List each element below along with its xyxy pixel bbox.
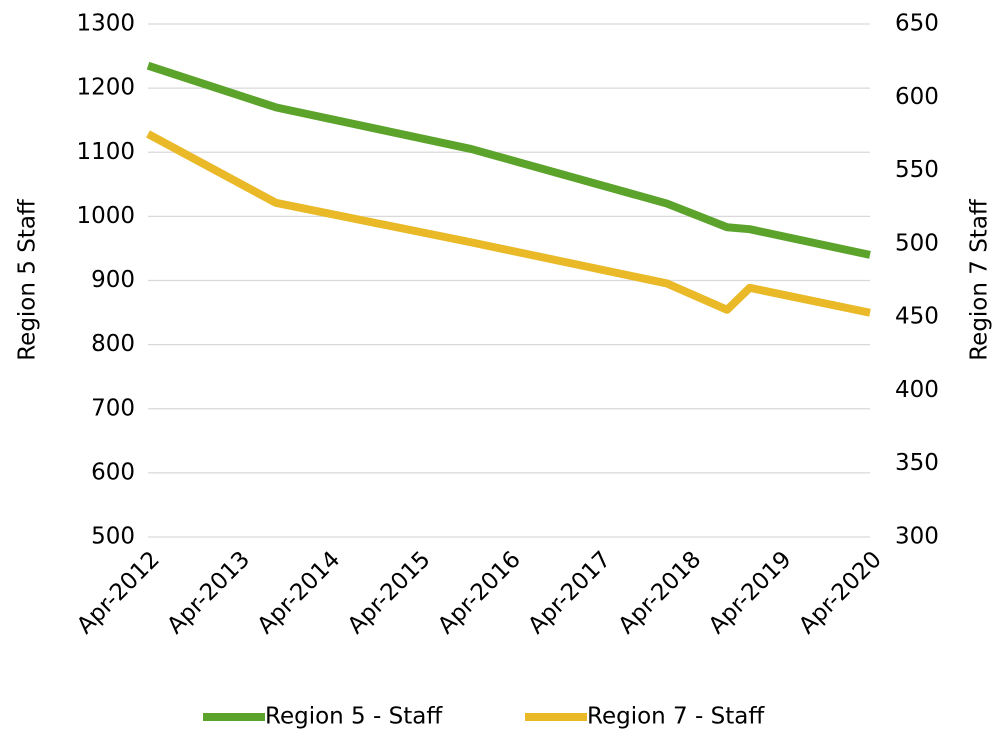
y2-tick-label: 500	[895, 230, 939, 256]
x-tick-label: Apr-2013	[162, 546, 255, 639]
y2-axis-title: Region 7 Staff	[967, 198, 993, 361]
y2-tick-label: 600	[895, 84, 939, 110]
x-tick-label: Apr-2020	[794, 546, 887, 639]
x-tick-label: Apr-2015	[343, 546, 436, 639]
y-tick-label: 1200	[76, 75, 135, 101]
y-tick-label: 600	[91, 459, 135, 485]
data-line	[146, 130, 871, 317]
y-tick-label: 900	[91, 267, 135, 293]
y-tick-label: 1000	[76, 203, 135, 229]
y-tick-label: 700	[91, 395, 135, 421]
legend-label: Region 5 - Staff	[265, 704, 443, 730]
y-axis-title: Region 5 Staff	[15, 198, 41, 361]
y2-tick-label: 450	[895, 304, 939, 330]
y2-tick-label: 350	[895, 450, 939, 476]
y2-tick-label: 400	[895, 377, 939, 403]
y-tick-label: 500	[91, 524, 135, 550]
x-tick-label: Apr-2017	[523, 546, 616, 639]
y2-tick-label: 650	[895, 11, 939, 37]
y-tick-label: 800	[91, 331, 135, 357]
y-tick-label: 1300	[76, 11, 135, 37]
x-tick-label: Apr-2014	[253, 546, 346, 639]
y2-tick-label: 550	[895, 157, 939, 183]
y2-tick-label: 300	[895, 524, 939, 550]
x-tick-label: Apr-2019	[704, 546, 797, 639]
data-line	[146, 61, 871, 259]
legend-label: Region 7 - Staff	[587, 704, 765, 730]
x-tick-label: Apr-2012	[72, 546, 165, 639]
x-tick-label: Apr-2018	[614, 546, 707, 639]
x-tick-label: Apr-2016	[433, 546, 526, 639]
y-tick-label: 1100	[76, 139, 135, 165]
